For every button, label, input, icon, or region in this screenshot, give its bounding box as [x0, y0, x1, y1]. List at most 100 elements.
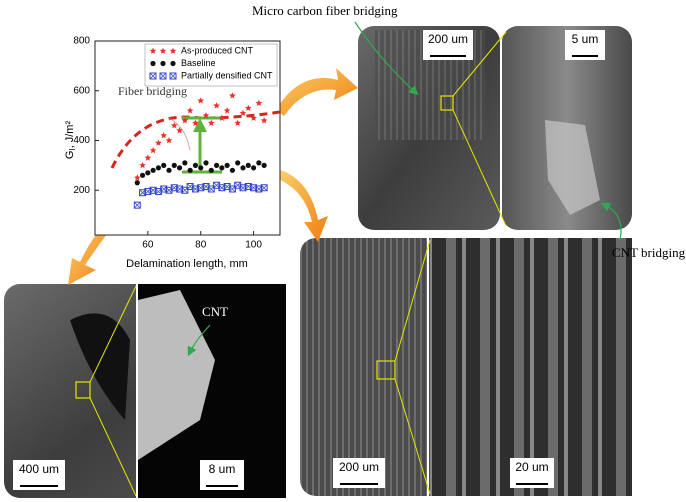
y-label-unit: , J/m²: [64, 121, 76, 149]
cross: [159, 72, 167, 80]
marker-circle: [198, 165, 204, 171]
marker-star: [149, 47, 157, 54]
marker-star: [159, 47, 167, 54]
y-tick-label: 600: [73, 85, 90, 96]
marker-star: [250, 114, 257, 121]
square: [160, 185, 168, 193]
marker-circle: [150, 60, 156, 67]
legend-label: As-produced CNT: [181, 45, 254, 55]
marker-star: [186, 107, 194, 114]
square: [218, 184, 226, 192]
sem-panel-bottom-left: [4, 284, 286, 498]
marker-star: [176, 127, 183, 134]
marker-circle: [134, 180, 140, 186]
marker-circle: [203, 160, 209, 166]
marker-xsquare: [133, 201, 141, 209]
square: [260, 184, 268, 192]
square: [159, 72, 167, 80]
square: [149, 72, 157, 80]
label-cnt: CNT: [202, 304, 228, 319]
marker-star: [197, 97, 204, 104]
square: [139, 189, 147, 197]
marker-circle: [235, 160, 241, 166]
pointer: [600, 202, 622, 241]
y-label-symbol: G: [64, 151, 76, 160]
square: [228, 185, 236, 193]
legend: As-produced CNT Baseline Partially densifi…: [144, 43, 278, 87]
y-label-sub: I: [68, 148, 77, 150]
marker-circle: [166, 167, 172, 173]
marker-circle: [256, 160, 262, 166]
label-micro-fiber: Micro carbon fiber bridging: [252, 3, 398, 18]
marker-xsquare: [260, 184, 268, 192]
marker-circle: [192, 162, 199, 168]
square: [176, 185, 184, 193]
marker-circle: [213, 162, 220, 168]
scale-bars: 200 um 5 um 400 um 8 um 200 um 20 um: [13, 30, 605, 490]
square: [191, 185, 199, 193]
square: [239, 184, 247, 192]
marker-star: [144, 154, 152, 161]
pointer: [354, 21, 419, 96]
y-tick-label: 800: [73, 36, 90, 47]
cross: [260, 184, 268, 192]
marker-circle: [261, 162, 267, 168]
x-axis-label: Delamination length, mm: [126, 258, 248, 270]
scale-label: 20 um: [515, 460, 548, 474]
marker-star: [223, 107, 231, 114]
marker-star: [255, 99, 263, 106]
marker-star: [234, 119, 241, 126]
marker-star: [239, 109, 247, 116]
scale-label: 8 um: [209, 462, 236, 476]
scale-label: 200 um: [339, 460, 379, 474]
cross: [169, 72, 177, 80]
x-tick-label: 60: [142, 240, 154, 251]
marker-star: [192, 119, 199, 126]
marker-xsquare: [228, 185, 236, 193]
annotation: Fiber bridging: [118, 84, 187, 98]
marker-star: [213, 102, 220, 109]
legend-label: Partially densified CNT: [181, 70, 273, 80]
square: [255, 185, 263, 193]
square: [133, 201, 141, 209]
marker-star: [169, 47, 177, 54]
marker-star: [149, 146, 157, 154]
label-cnt-bridging: CNT bridging: [612, 245, 686, 260]
marker-circle: [139, 172, 146, 178]
marker-star: [171, 122, 178, 129]
sem-panel-bottom-right: [300, 238, 632, 496]
marker-star: [134, 174, 141, 181]
marker-circle: [208, 167, 214, 173]
marker-circle: [250, 165, 257, 171]
y-tick-label: 400: [73, 135, 90, 146]
marker-circle: [161, 162, 167, 168]
marker-circle: [245, 162, 251, 168]
marker-star: [260, 117, 268, 124]
marker-star: [245, 104, 252, 111]
scale-label: 400 um: [19, 462, 59, 476]
marker-circle: [182, 160, 188, 166]
marker-circle: [219, 165, 225, 171]
marker-circle: [160, 60, 166, 67]
marker-circle: [155, 165, 162, 171]
marker-xsquare: [159, 72, 167, 80]
square: [244, 183, 252, 190]
scale-label: 5 um: [572, 32, 599, 46]
marker-star: [160, 132, 167, 139]
marker-star: [208, 119, 215, 126]
x-tick-label: 100: [245, 240, 262, 251]
sem-panel-top: [358, 26, 632, 230]
marker-star: [202, 112, 210, 119]
square: [144, 187, 152, 195]
square: [149, 186, 157, 194]
legend-label: Baseline: [181, 58, 216, 68]
marker-star: [229, 92, 236, 99]
cross: [134, 201, 141, 209]
y-axis-label: GI, J/m²: [64, 121, 77, 160]
marker-star: [165, 137, 173, 144]
square: [181, 186, 189, 194]
legend-box: [144, 43, 278, 87]
marker-circle: [150, 167, 156, 173]
marker-circle: [240, 165, 246, 171]
